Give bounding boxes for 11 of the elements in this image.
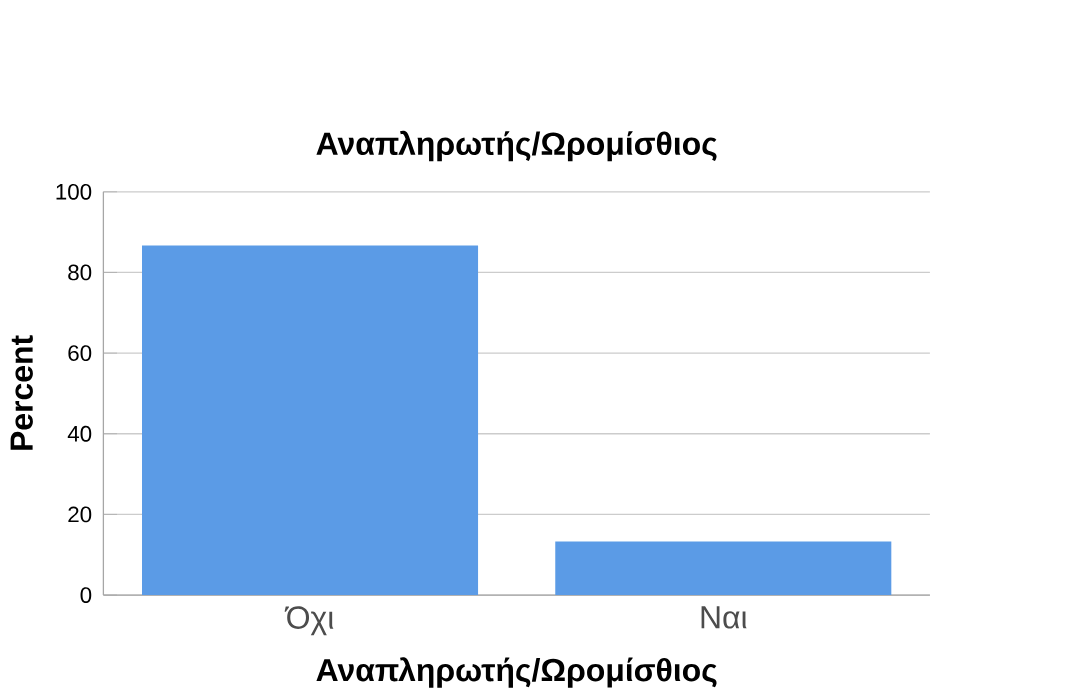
y-tick-label: 100 [56, 183, 92, 200]
y-tick-label: 40 [67, 425, 92, 442]
chart-title: Αναπληρωτής/Ωρομίσθιος [316, 130, 717, 162]
x-axis-title: Αναπληρωτής/Ωρομίσθιος [316, 656, 717, 688]
y-tick-label: 0 [80, 587, 92, 603]
y-tick-label: 20 [68, 506, 92, 523]
y-tick-label: 80 [68, 264, 92, 281]
y-tick-label: 60 [68, 345, 92, 361]
y-axis-title: Percent [10, 335, 33, 450]
x-tick-label: Όχι [284, 606, 334, 636]
x-tick-label: Ναι [701, 606, 747, 629]
